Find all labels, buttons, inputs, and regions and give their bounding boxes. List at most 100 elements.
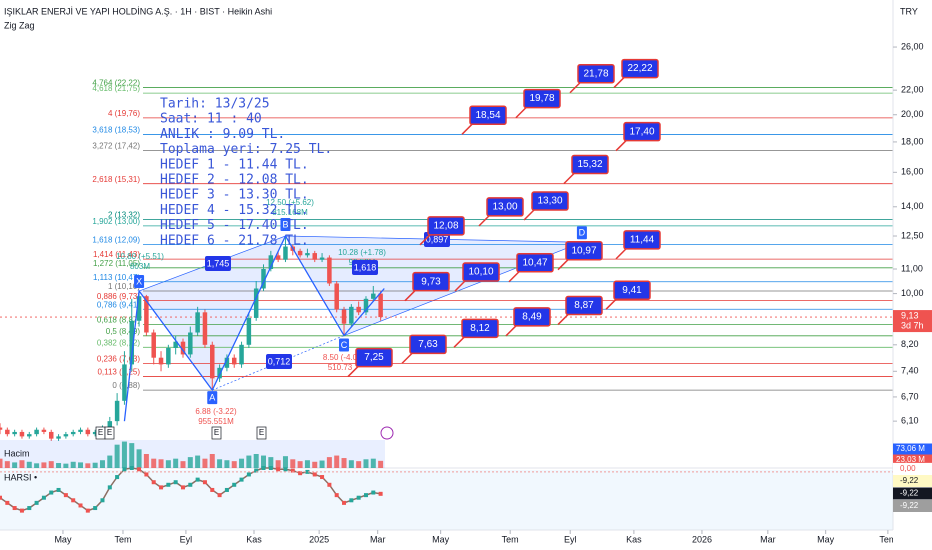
pivot-note: 6.88 (-3.22) — [195, 407, 237, 416]
harsi-tick-label: -9,22 — [900, 476, 919, 485]
volume-bar — [114, 444, 120, 468]
fib-label: 1,902 (13,00) — [92, 217, 140, 226]
volume-bar — [151, 458, 157, 468]
x-tick-label: 2025 — [309, 534, 329, 544]
y-tick-label: 14,00 — [901, 201, 924, 211]
y-tick-label: 11,00 — [901, 263, 923, 273]
target-leader — [478, 214, 491, 227]
harsi-candle — [78, 503, 83, 508]
target-leader — [508, 270, 521, 283]
target-leader — [523, 208, 536, 221]
harsi-candle — [217, 493, 222, 498]
target-box — [565, 240, 603, 261]
volume-title: Hacim — [4, 448, 30, 458]
target-leader — [419, 233, 432, 246]
harsi-candle — [49, 490, 54, 495]
event-marker — [104, 426, 115, 440]
harsi-candle — [268, 466, 273, 470]
volume-bar — [246, 455, 252, 468]
harsi-candle — [137, 467, 142, 472]
volume-bar — [348, 460, 354, 468]
ratio-label: 0,897 — [426, 234, 449, 244]
target-box — [461, 318, 499, 339]
harsi-candle — [5, 500, 10, 505]
target-box — [621, 58, 659, 79]
note-line: Toplama yeri: 7.25 TL. — [160, 142, 332, 157]
event-label: E — [98, 428, 103, 437]
target-leader — [453, 335, 466, 348]
harsi-tick-box — [893, 487, 932, 500]
volume-bar — [312, 461, 318, 468]
pivot-volume: 815.168M — [272, 208, 308, 217]
candle-body — [371, 293, 376, 299]
event-label: E — [259, 428, 264, 437]
harsi-candle — [320, 475, 325, 480]
y-tick-label: 7,40 — [901, 366, 919, 376]
y-tick-label: 6,70 — [901, 391, 919, 401]
candle-body — [319, 257, 325, 260]
note-line: HEDEF 3 - 13.30 TL. — [160, 188, 309, 203]
target-box — [523, 88, 561, 109]
y-tick-label: 6,10 — [901, 416, 919, 426]
harsi-candle — [232, 482, 237, 487]
volume-bar — [187, 457, 193, 468]
candle-body — [107, 421, 113, 428]
fib-label: 1 (10,10) — [108, 282, 140, 291]
harsi-candle — [246, 472, 251, 477]
candle-body — [0, 427, 3, 430]
zigzag-line — [123, 234, 385, 422]
candle-body — [166, 347, 171, 365]
target-leader — [615, 139, 628, 152]
harsi-candle — [283, 467, 288, 472]
event-marker — [256, 426, 267, 440]
target-label: 17,40 — [629, 126, 654, 137]
note-line: ANLIK : 9.09 TL. — [160, 127, 285, 142]
fib-label: 2,618 (15,31) — [92, 175, 140, 184]
volume-bar — [239, 458, 245, 468]
candle-body — [268, 255, 274, 270]
pattern-point — [280, 218, 291, 232]
candle-body — [180, 341, 186, 355]
fib-label: 0,618 (8,87) — [97, 316, 140, 325]
target-leader — [557, 313, 570, 326]
candle-body — [151, 332, 156, 358]
candle-body — [261, 269, 266, 289]
target-label: 8,49 — [522, 311, 542, 322]
candle-body — [70, 431, 76, 435]
note-line: HEDEF 1 - 11.44 TL. — [160, 157, 309, 172]
volume-bar — [378, 460, 384, 468]
target-label: 18,54 — [475, 110, 500, 121]
candle-body — [224, 357, 230, 368]
candle-body — [78, 429, 83, 432]
target-label: 22,22 — [627, 63, 652, 74]
harsi-candle — [0, 495, 2, 500]
price-axis: 26,00 22,00 20,00 18,00 16,00 14,00 12,50 11,00… — [892, 0, 932, 550]
target-box — [409, 334, 447, 355]
y-tick-label: 20,00 — [901, 109, 924, 119]
harsi-candle — [93, 506, 98, 511]
target-label: 15,32 — [577, 159, 602, 170]
volume-bar — [275, 460, 281, 468]
harsi-title: HARSI • — [4, 472, 37, 482]
target-label: 10,10 — [468, 267, 493, 278]
fib-label: 0,236 (7,63) — [97, 355, 140, 364]
candle-body — [27, 434, 32, 437]
volume-bar — [26, 461, 32, 468]
x-tick-label: May — [817, 534, 835, 544]
volume-bar — [107, 455, 113, 468]
target-leader — [613, 76, 626, 89]
note-line: Tarih: 13/3/25 — [160, 97, 270, 112]
harsi-tick-box — [893, 462, 932, 475]
candle-body — [5, 429, 10, 435]
volume-bar — [268, 457, 274, 468]
y-tick-label: 16,00 — [901, 167, 924, 177]
fib-label: 4,618 (21,75) — [92, 84, 140, 93]
harsi-candle — [166, 482, 171, 487]
target-label: 12,08 — [433, 220, 458, 231]
target-label: 7,25 — [364, 352, 384, 363]
harsi-candle — [224, 487, 229, 492]
x-tick-label: Kas — [626, 534, 642, 544]
volume-bar — [92, 462, 98, 468]
harsi-candle — [371, 490, 376, 495]
volume-bar — [158, 459, 164, 468]
